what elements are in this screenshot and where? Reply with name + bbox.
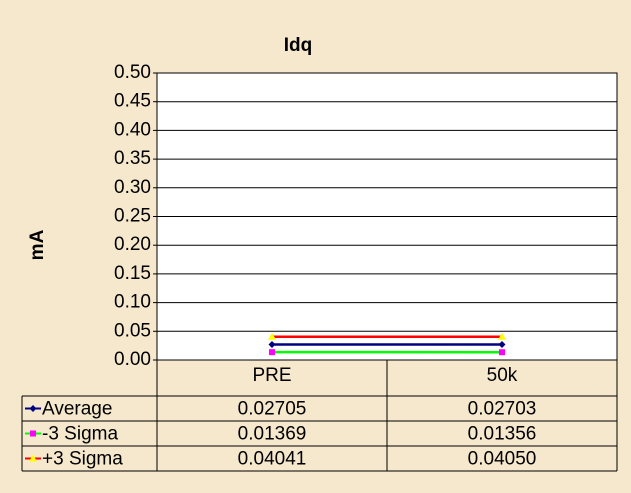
x-tick-label: PRE (252, 365, 291, 386)
y-tick-label: 0.10 (114, 292, 151, 313)
legend-key-marker (29, 405, 37, 412)
y-tick-label: 0.50 (114, 62, 151, 83)
point (498, 332, 506, 340)
data-label: 0.04041 (238, 449, 307, 470)
legend-label: +3 Sigma (42, 449, 123, 470)
y-tick-label: 0.15 (114, 263, 151, 284)
y-tick-label: 0.40 (114, 119, 151, 140)
legend-label: Average (42, 399, 112, 420)
y-tick-label: 0.35 (114, 148, 151, 169)
y-tick-label: 0.20 (114, 234, 151, 255)
y-tick-label: 0.45 (114, 91, 151, 112)
data-label: 0.02705 (238, 399, 307, 420)
legend-key-marker (29, 454, 37, 462)
point (498, 340, 506, 348)
data-label: 0.01356 (468, 424, 537, 445)
y-tick-label: 0.30 (114, 177, 151, 198)
point (499, 349, 505, 356)
point (268, 332, 276, 340)
legend-key-marker (30, 430, 36, 437)
data-label: 0.02703 (468, 399, 537, 420)
y-tick-label: 0.05 (114, 320, 151, 341)
data-label: 0.01369 (238, 424, 307, 445)
x-tick-label: 50k (487, 365, 518, 386)
point (269, 349, 275, 356)
y-tick-label: 0.25 (114, 206, 151, 227)
y-axis-label: mA (27, 229, 48, 260)
legend-label: -3 Sigma (42, 424, 118, 445)
point (268, 340, 276, 348)
y-tick-label: 0.00 (114, 349, 151, 370)
chart-title: Idq (284, 35, 313, 56)
data-label: 0.04050 (468, 449, 537, 470)
